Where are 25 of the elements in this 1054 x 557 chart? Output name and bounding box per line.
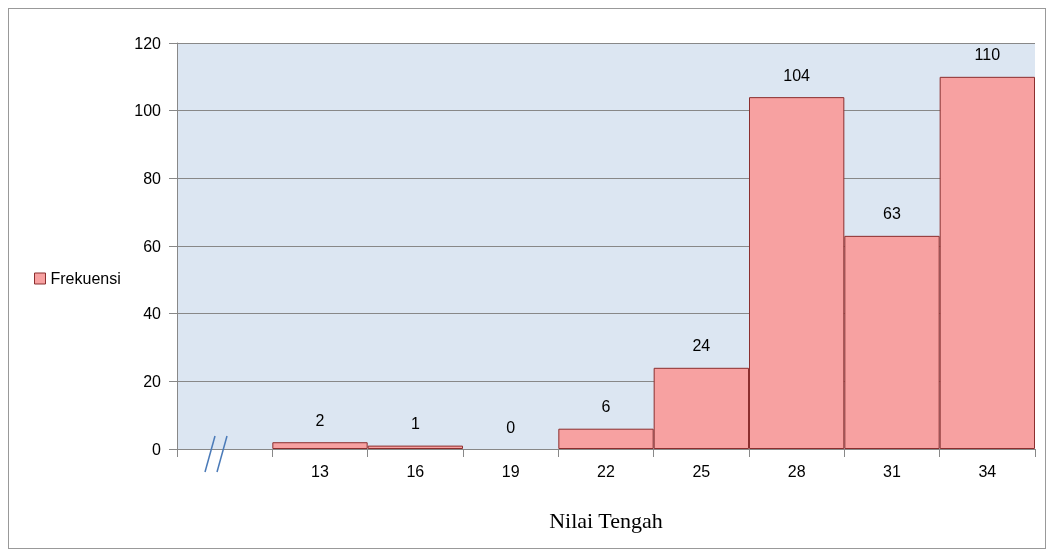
data-label: 0 (506, 418, 516, 436)
y-tick-label: 60 (143, 237, 162, 255)
x-tick-label: 16 (406, 462, 425, 480)
y-tick-label: 100 (134, 102, 162, 120)
data-label: 104 (783, 66, 811, 84)
data-label: 6 (601, 398, 611, 416)
y-tick-label: 20 (143, 372, 162, 390)
data-label: 63 (883, 205, 901, 223)
data-label: 24 (692, 337, 711, 355)
data-label: 2 (315, 411, 325, 429)
y-tick-label: 80 (143, 169, 162, 187)
y-tick-label: 40 (143, 305, 162, 323)
data-label: 110 (974, 46, 1001, 64)
x-tick-label: 19 (501, 462, 520, 480)
x-tick-label: 31 (883, 462, 901, 480)
y-tick-label: 120 (134, 34, 162, 52)
x-tick-label: 28 (787, 462, 806, 480)
y-tick-label: 0 (152, 440, 162, 458)
legend-label: Frekuensi (50, 270, 121, 287)
x-tick-label: 22 (597, 462, 615, 480)
x-tick-label: 34 (978, 462, 997, 480)
x-axis-title: Nilai Tengah (549, 507, 663, 533)
x-tick-label: 25 (692, 462, 711, 480)
data-label: 1 (410, 415, 420, 433)
x-tick-label: 13 (311, 462, 329, 480)
